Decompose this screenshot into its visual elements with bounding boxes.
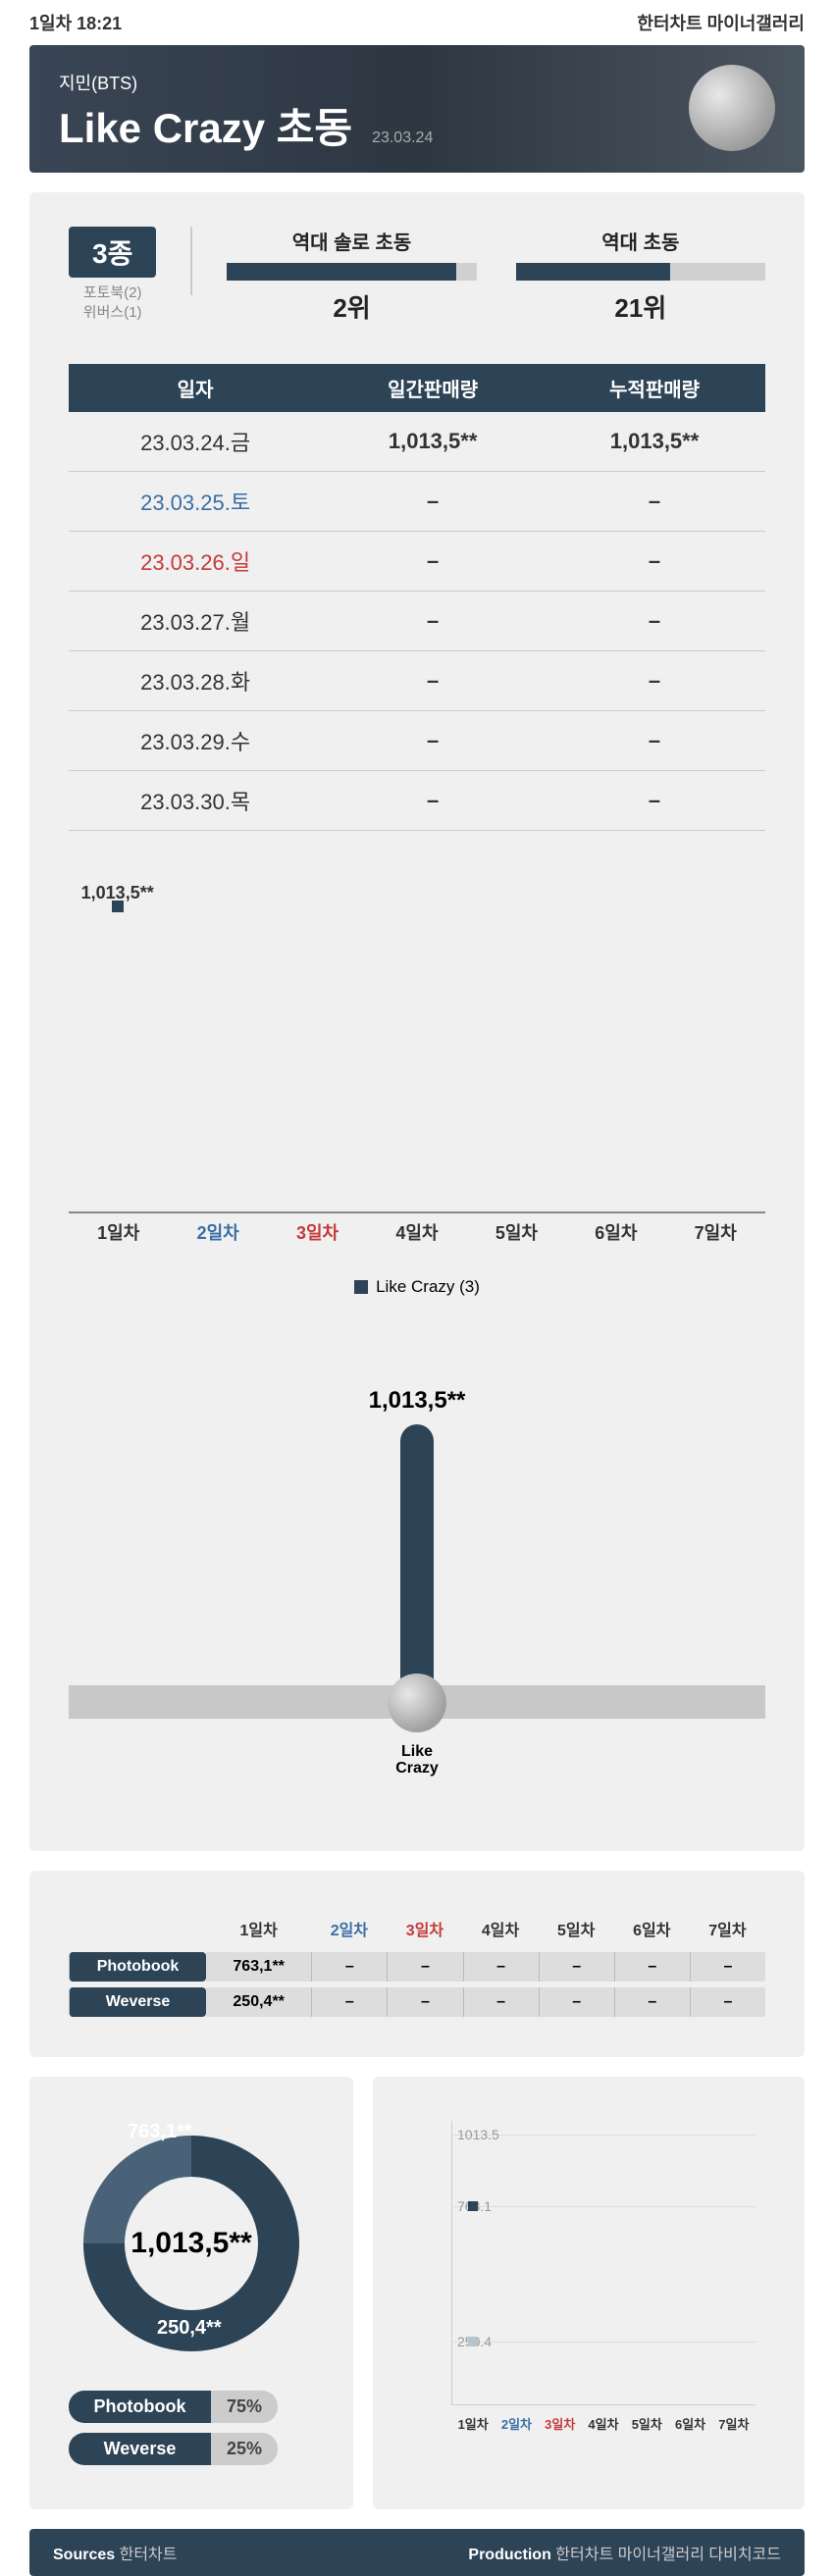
table-cell: –: [311, 1952, 387, 1982]
x-label: 2일차: [495, 2414, 538, 2433]
table-cell: –: [690, 1987, 765, 2017]
table-cell: –: [690, 1952, 765, 1982]
table-header: 6일차: [614, 1911, 690, 1946]
table-row: 23.03.30.목––: [69, 771, 765, 831]
table-cell: –: [387, 1987, 462, 2017]
table-cell: –: [463, 1987, 539, 2017]
pct-label: Photobook: [69, 2391, 211, 2423]
table-cell: –: [387, 1952, 462, 1982]
segment-label: 763,1**: [128, 2121, 192, 2143]
mini-chart-card: 1013.5 763.1 250.4 1일차2일차3일차4일차5일차6일차7일차: [373, 2077, 805, 2509]
x-label: 1일차: [451, 2414, 495, 2433]
edition-label: Weverse: [69, 1987, 206, 2017]
rank-block: 역대 솔로 초동 2위: [227, 227, 476, 325]
mini-chart: 1013.5 763.1 250.4 1일차2일차3일차4일차5일차6일차7일차: [412, 2111, 765, 2445]
x-label: 7일차: [666, 1219, 765, 1245]
edition-count: 3종: [69, 227, 156, 278]
table-header: 4일차: [463, 1911, 539, 1946]
rank-block: 역대 초동 21위: [516, 227, 765, 325]
day-time: 1일차 18:21: [29, 10, 122, 35]
table-row: 23.03.29.수––: [69, 711, 765, 771]
pct-value: 25%: [211, 2433, 278, 2465]
x-label: 5일차: [625, 2414, 668, 2433]
table-header: 일자: [69, 364, 322, 412]
table-header: 3일차: [387, 1911, 462, 1946]
x-label: 7일차: [712, 2414, 756, 2433]
table-header: 2일차: [311, 1911, 387, 1946]
pct-label: Weverse: [69, 2433, 211, 2465]
table-cell: –: [539, 1987, 614, 2017]
main-card: 3종 포토북(2) 위버스(1) 역대 솔로 초동 2위 역대 초동 21위 일…: [29, 192, 805, 1851]
edition-detail: 포토북(2): [69, 283, 156, 303]
divider: [190, 227, 192, 295]
bar-chart: 1,013,5** 23 LikeCrazy: [69, 1346, 765, 1817]
table-header: 일간판매량: [322, 364, 544, 412]
segment-label: 250,4**: [157, 2317, 222, 2340]
pct-row: Photobook 75%: [69, 2391, 314, 2423]
data-point: [112, 901, 124, 912]
table-header: 누적판매량: [544, 364, 765, 412]
x-label: 4일차: [367, 1219, 466, 1245]
album-disc-icon: [388, 1674, 446, 1732]
bar: 23: [400, 1424, 434, 1699]
table-cell: –: [614, 1987, 690, 2017]
edition-table: 1일차2일차3일차4일차5일차6일차7일차 Photobook763,1**––…: [69, 1905, 765, 2023]
table-header: 1일차: [206, 1911, 311, 1946]
rank-label: 역대 솔로 초동: [227, 227, 476, 255]
table-row: 23.03.26.일––: [69, 532, 765, 592]
y-label: 1013.5: [457, 2127, 499, 2142]
artist-name: 지민(BTS): [59, 70, 775, 95]
album-title: Like Crazy 초동: [59, 95, 352, 155]
cumulative-chart: 1,013,5** 1일차2일차3일차4일차5일차6일차7일차: [69, 880, 765, 1262]
bar-value-label: 1,013,5**: [369, 1387, 466, 1415]
x-label: 2일차: [168, 1219, 267, 1245]
table-row: 23.03.28.화––: [69, 651, 765, 711]
table-row: 23.03.27.월––: [69, 592, 765, 651]
x-label: 1일차: [69, 1219, 168, 1245]
table-cell: –: [311, 1987, 387, 2017]
table-cell: 250,4**: [206, 1987, 311, 2017]
x-label: 6일차: [566, 1219, 665, 1245]
table-cell: –: [614, 1952, 690, 1982]
x-label: 6일차: [668, 2414, 711, 2433]
legend-square-icon: [354, 1280, 368, 1294]
x-label: 3일차: [268, 1219, 367, 1245]
title-banner: 지민(BTS) Like Crazy 초동 23.03.24: [29, 45, 805, 173]
edition-badge: 3종 포토북(2) 위버스(1): [69, 227, 156, 322]
album-disc-icon: [689, 65, 775, 151]
table-row: Weverse250,4**––––––: [69, 1987, 765, 2017]
footer: Sources 한터차트 Production 한터차트 마이너갤러리 다비치코…: [29, 2529, 805, 2576]
pct-value: 75%: [211, 2391, 278, 2423]
rank-value: 2위: [227, 288, 476, 325]
chart-legend: Like Crazy (3): [69, 1277, 765, 1297]
x-label: 5일차: [467, 1219, 566, 1245]
table-row: 23.03.25.토––: [69, 472, 765, 532]
legend-label: Like Crazy (3): [376, 1277, 480, 1297]
table-header: 7일차: [690, 1911, 765, 1946]
data-point: [468, 2201, 478, 2211]
table-cell: –: [539, 1952, 614, 1982]
table-header: 5일차: [539, 1911, 614, 1946]
edition-detail: 위버스(1): [69, 303, 156, 323]
table-cell: –: [463, 1952, 539, 1982]
edition-label: Photobook: [69, 1952, 206, 1982]
x-label: 3일차: [539, 2414, 582, 2433]
release-date: 23.03.24: [372, 129, 433, 147]
table-row: 23.03.24.금1,013,5**1,013,5**: [69, 412, 765, 472]
rank-label: 역대 초동: [516, 227, 765, 255]
bar-name: LikeCrazy: [395, 1743, 439, 1777]
rank-value: 21위: [516, 288, 765, 325]
gallery-name: 한터차트 마이너갤러리: [637, 10, 805, 35]
x-label: 4일차: [582, 2414, 625, 2433]
edition-table-card: 1일차2일차3일차4일차5일차6일차7일차 Photobook763,1**––…: [29, 1871, 805, 2057]
donut-card: 1,013,5** 763,1** 250,4** Photobook 75% W…: [29, 2077, 353, 2509]
table-cell: 763,1**: [206, 1952, 311, 1982]
table-row: Photobook763,1**––––––: [69, 1952, 765, 1982]
donut-total: 1,013,5**: [130, 2227, 251, 2260]
donut-chart: 1,013,5** 763,1** 250,4**: [69, 2121, 314, 2366]
data-point: [468, 2337, 478, 2346]
pct-row: Weverse 25%: [69, 2433, 314, 2465]
sales-table: 일자일간판매량누적판매량 23.03.24.금1,013,5**1,013,5*…: [69, 364, 765, 831]
